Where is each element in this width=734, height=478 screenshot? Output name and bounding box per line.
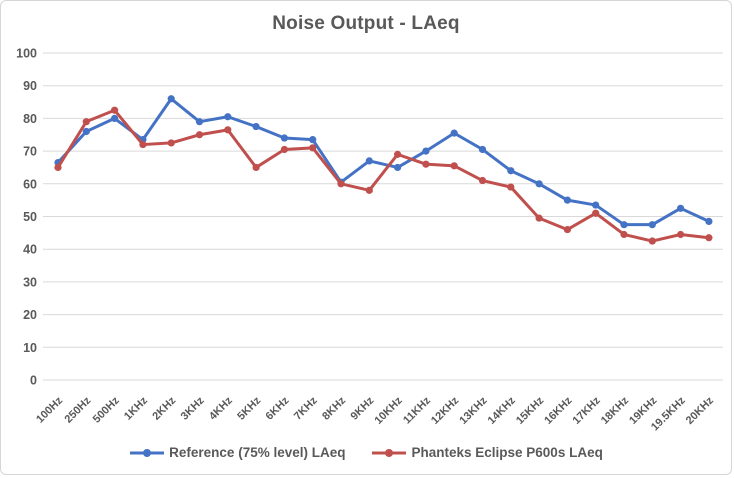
data-point xyxy=(563,196,572,204)
x-tick-label: 250Hz xyxy=(62,394,93,425)
x-tick-label: 13KHz xyxy=(457,394,490,427)
x-tick-label: 15KHz xyxy=(514,394,547,427)
y-tick-label: 90 xyxy=(23,79,37,93)
y-tick-label: 60 xyxy=(23,177,37,191)
legend-label-reference: Reference (75% level) LAeq xyxy=(169,445,346,460)
data-point xyxy=(394,150,402,158)
y-tick-label: 100 xyxy=(16,47,37,61)
data-point xyxy=(592,201,600,209)
x-tick-label: 3KHz xyxy=(179,394,207,422)
y-tick-label: 50 xyxy=(23,210,37,224)
y-tick-label: 80 xyxy=(23,112,37,126)
y-tick-label: 0 xyxy=(30,374,37,388)
x-tick-label: 16KHz xyxy=(542,394,575,427)
data-point xyxy=(54,163,62,172)
x-tick-label: 2KHz xyxy=(150,394,178,422)
data-point xyxy=(705,234,713,242)
data-point xyxy=(535,180,543,188)
legend: Reference (75% level) LAeq Phanteks Ecli… xyxy=(1,445,731,460)
x-tick-label: 18KHz xyxy=(599,394,632,427)
data-point xyxy=(648,237,656,245)
data-point xyxy=(478,176,487,185)
y-tick-label: 40 xyxy=(23,243,37,257)
data-point xyxy=(592,209,600,217)
data-point xyxy=(252,122,260,131)
data-point xyxy=(252,163,260,172)
data-point xyxy=(620,230,628,239)
legend-item-phanteks: Phanteks Eclipse P600s LAeq xyxy=(371,445,603,460)
x-tick-label: 4KHz xyxy=(207,394,235,422)
x-tick-label: 1KHz xyxy=(122,394,150,422)
data-point xyxy=(648,221,656,229)
data-point xyxy=(507,183,515,191)
legend-label-phanteks: Phanteks Eclipse P600s LAeq xyxy=(411,445,603,460)
x-tick-label: 14KHz xyxy=(486,394,519,427)
data-point xyxy=(309,136,317,144)
x-tick-label: 17KHz xyxy=(571,394,604,427)
data-point xyxy=(280,134,288,142)
data-point xyxy=(563,225,572,234)
data-point xyxy=(507,167,515,175)
data-point xyxy=(394,163,402,172)
data-point xyxy=(365,186,373,194)
chart-title: Noise Output - LAeq xyxy=(272,13,460,34)
x-tick-label: 11KHz xyxy=(401,394,433,426)
y-tick-label: 20 xyxy=(23,308,37,322)
data-point xyxy=(280,145,288,154)
data-point xyxy=(337,180,345,188)
x-tick-label: 100Hz xyxy=(34,394,65,425)
data-point xyxy=(167,139,175,147)
data-point xyxy=(139,140,147,149)
x-tick-label: 20KHz xyxy=(684,394,717,427)
data-point xyxy=(111,106,119,114)
x-tick-label: 10KHz xyxy=(372,394,405,427)
data-point xyxy=(422,147,430,155)
y-tick-label: 10 xyxy=(23,341,37,355)
data-point xyxy=(82,118,90,126)
series-line-1 xyxy=(56,108,711,243)
data-point xyxy=(677,230,685,239)
data-point xyxy=(224,113,232,121)
data-point xyxy=(309,144,317,152)
x-tick-label: 7KHz xyxy=(292,394,320,422)
data-point xyxy=(677,204,685,212)
legend-marker-phanteks xyxy=(372,448,407,457)
data-point xyxy=(365,157,373,165)
data-point xyxy=(167,95,175,103)
legend-marker-reference xyxy=(130,448,165,457)
data-point xyxy=(535,214,543,222)
data-point xyxy=(422,160,430,168)
x-tick-label: 8KHz xyxy=(320,394,348,422)
data-point xyxy=(224,126,232,134)
x-tick-label: 500Hz xyxy=(91,394,122,425)
data-point xyxy=(111,114,119,122)
data-point xyxy=(195,118,204,126)
y-tick-label: 30 xyxy=(23,275,37,289)
data-point xyxy=(620,221,628,229)
data-point xyxy=(82,127,90,136)
data-point xyxy=(478,145,487,154)
y-tick-label: 70 xyxy=(23,145,37,159)
data-point xyxy=(450,162,458,170)
x-tick-label: 6KHz xyxy=(264,394,292,422)
x-tick-label: 12KHz xyxy=(429,394,462,427)
data-point xyxy=(195,131,204,139)
legend-item-reference: Reference (75% level) LAeq xyxy=(129,445,345,460)
data-point xyxy=(450,129,458,137)
data-point xyxy=(705,217,713,226)
x-tick-label: 5KHz xyxy=(235,394,263,422)
series-line-0 xyxy=(56,97,711,227)
